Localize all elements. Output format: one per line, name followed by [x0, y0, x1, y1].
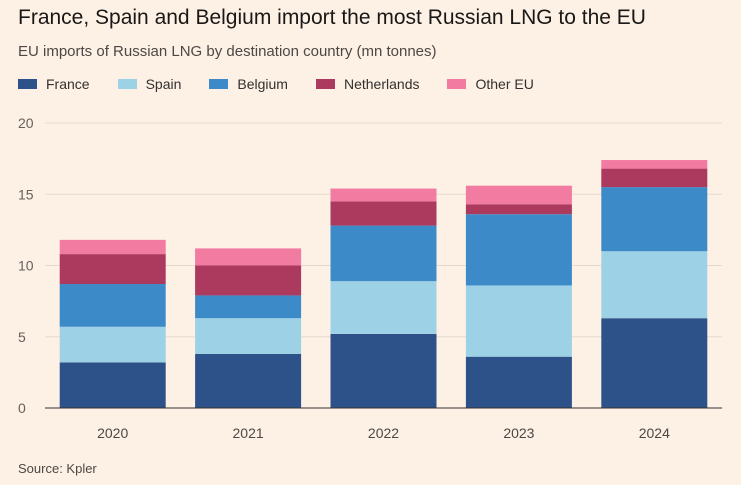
bar-segment	[59, 239, 166, 255]
y-tick-label: 15	[18, 186, 34, 202]
bar-segment	[195, 318, 302, 354]
bar-segment	[465, 285, 572, 357]
bar-segment	[330, 201, 437, 226]
legend-swatch	[18, 79, 37, 89]
legend-swatch	[447, 79, 467, 89]
legend-item: Belgium	[209, 76, 288, 92]
bar-segment	[601, 187, 708, 252]
legend-swatch	[209, 79, 229, 89]
bar-segment	[59, 284, 166, 327]
bar-segment	[465, 185, 572, 205]
bar-segment	[601, 160, 708, 169]
bar-segment	[59, 362, 166, 408]
legend-item: Netherlands	[315, 76, 420, 92]
bar-segment	[195, 265, 302, 296]
legend-swatch	[117, 79, 137, 89]
bar-segment	[195, 295, 302, 319]
legend-label: Belgium	[237, 76, 288, 92]
legend-label: Other EU	[475, 76, 534, 92]
legend-label: Spain	[145, 76, 182, 92]
bar-segment	[465, 214, 572, 286]
legend-item: France	[18, 76, 90, 92]
x-tick-label: 2020	[97, 425, 128, 441]
source-note: Source: Kpler	[18, 461, 97, 476]
legend-label: France	[46, 76, 90, 92]
x-tick-label: 2021	[233, 425, 264, 441]
y-tick-label: 10	[18, 258, 34, 274]
x-tick-label: 2024	[639, 425, 670, 441]
bar-segment	[59, 254, 166, 285]
x-tick-label: 2022	[368, 425, 399, 441]
bar-segment	[330, 225, 437, 282]
bar-segment	[195, 353, 302, 408]
bar-segment	[601, 318, 708, 408]
chart-title: France, Spain and Belgium import the mos…	[18, 6, 646, 29]
chart-subtitle: EU imports of Russian LNG by destination…	[18, 43, 437, 60]
bar-segment	[465, 204, 572, 215]
bar-segment	[330, 188, 437, 202]
legend-item: Other EU	[447, 76, 534, 92]
legend-label: Netherlands	[343, 76, 420, 92]
y-tick-label: 0	[18, 400, 26, 416]
bar-segment	[601, 168, 708, 188]
legend-swatch	[315, 79, 335, 89]
chart-legend: France Spain Belgium Netherlands Other EU	[18, 76, 562, 92]
y-tick-label: 20	[18, 115, 34, 131]
legend-item: Spain	[117, 76, 182, 92]
bar-segment	[330, 333, 437, 408]
bar-segment	[601, 251, 708, 319]
bar-segment	[330, 281, 437, 334]
y-tick-label: 5	[18, 329, 26, 345]
bar-segment	[195, 248, 302, 266]
bar-segment	[59, 326, 166, 363]
x-tick-label: 2023	[503, 425, 534, 441]
bar-segment	[465, 356, 572, 408]
